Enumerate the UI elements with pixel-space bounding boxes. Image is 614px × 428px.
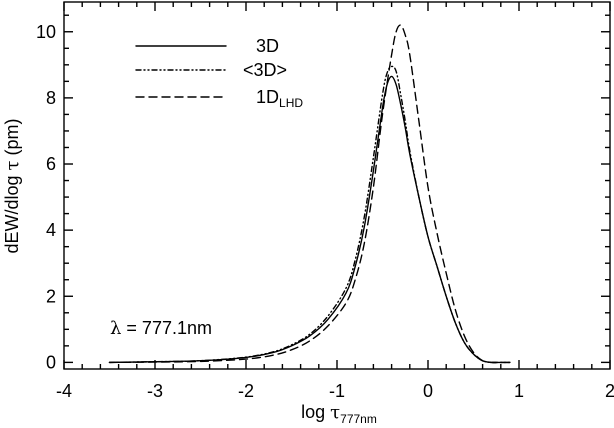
y-tick-label-4: 6 xyxy=(46,154,56,174)
axes xyxy=(63,1,611,370)
annotation-group: λ = 777.1nm xyxy=(110,318,212,339)
y-axis-label: dEW/dlog τ (pm) xyxy=(2,118,23,253)
ticks: -4 -3 -2 -1 0 1 2 0 2 4 6 8 10 xyxy=(36,2,614,401)
annotation-symbol: λ xyxy=(110,318,121,339)
annotation-label: λ = 777.1nm xyxy=(110,318,212,339)
legend-label-1: 3D xyxy=(256,36,279,56)
x-tick-label-3: -2 xyxy=(238,381,254,401)
x-tick-label-5: 0 xyxy=(423,381,433,401)
plot-frame xyxy=(63,1,611,370)
annotation-text: = 777.1nm xyxy=(121,318,212,338)
x-tick-label-2: -3 xyxy=(147,381,163,401)
series-line-2 xyxy=(108,65,511,364)
legend-label-main-3: 1D xyxy=(256,87,279,107)
legend-label-subscript-3: LHD xyxy=(279,96,303,110)
legend-label-3: 1DLHD xyxy=(256,87,303,110)
x-tick-label-1: -4 xyxy=(56,381,72,401)
x-axis-label-subscript: 777nm xyxy=(340,412,377,426)
y-tick-label-2: 2 xyxy=(46,286,56,306)
y-tick-label-5: 8 xyxy=(46,88,56,108)
legend-label-main-1: 3D xyxy=(256,36,279,56)
y-axis-label-symbol: τ xyxy=(2,160,23,170)
x-axis-label-symbol: τ xyxy=(330,402,340,423)
y-tick-label-6: 10 xyxy=(36,22,56,42)
legend-label-main-2: <3D> xyxy=(243,60,287,80)
legend: 3D <3D> 1DLHD xyxy=(135,36,303,110)
x-tick-label-6: 1 xyxy=(514,381,524,401)
series-line-3 xyxy=(108,24,511,364)
x-axis-label: log τ777nm xyxy=(301,402,377,426)
x-tick-label-4: -1 xyxy=(329,381,345,401)
legend-label-2: <3D> xyxy=(243,60,287,80)
y-axis-label-prefix: dEW/dlog xyxy=(2,170,22,253)
x-axis-label-prefix: log xyxy=(301,402,330,422)
x-tick-label-7: 2 xyxy=(605,381,614,401)
y-tick-label-3: 4 xyxy=(46,220,56,240)
series-curves xyxy=(108,24,511,364)
y-axis-label-suffix: (pm) xyxy=(2,118,22,160)
y-tick-label-1: 0 xyxy=(46,352,56,372)
